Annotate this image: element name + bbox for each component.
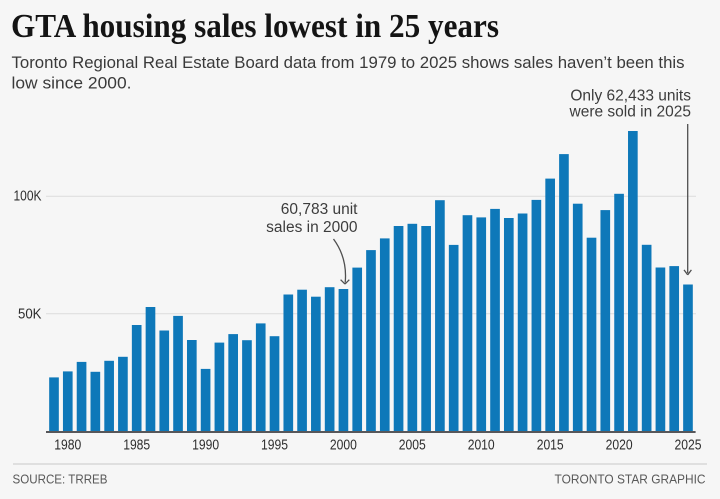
svg-text:1985: 1985: [123, 437, 150, 453]
svg-text:2020: 2020: [606, 437, 633, 453]
svg-text:TORONTO STAR GRAPHIC: TORONTO STAR GRAPHIC: [555, 471, 706, 486]
svg-text:SOURCE: TRREB: SOURCE: TRREB: [13, 471, 108, 486]
svg-text:Only 62,433 units: Only 62,433 units: [570, 87, 691, 104]
svg-text:60,783 unit: 60,783 unit: [281, 201, 358, 218]
svg-text:1995: 1995: [261, 437, 288, 453]
svg-text:were sold in 2025: were sold in 2025: [569, 104, 692, 121]
svg-text:2010: 2010: [468, 437, 495, 453]
svg-text:2015: 2015: [537, 437, 564, 453]
svg-text:sales in 2000: sales in 2000: [266, 219, 358, 236]
svg-text:Toronto Regional Real Estate B: Toronto Regional Real Estate Board data …: [12, 54, 685, 72]
svg-text:2025: 2025: [675, 437, 702, 453]
svg-text:GTA housing sales lowest in 25: GTA housing sales lowest in 25 years: [11, 8, 499, 45]
svg-text:100K: 100K: [14, 189, 42, 205]
svg-text:2005: 2005: [399, 437, 426, 453]
svg-text:2000: 2000: [330, 437, 357, 453]
svg-text:1990: 1990: [192, 437, 219, 453]
svg-text:1980: 1980: [54, 437, 81, 453]
svg-text:50K: 50K: [18, 306, 42, 322]
svg-text:low since 2000.: low since 2000.: [12, 75, 132, 93]
